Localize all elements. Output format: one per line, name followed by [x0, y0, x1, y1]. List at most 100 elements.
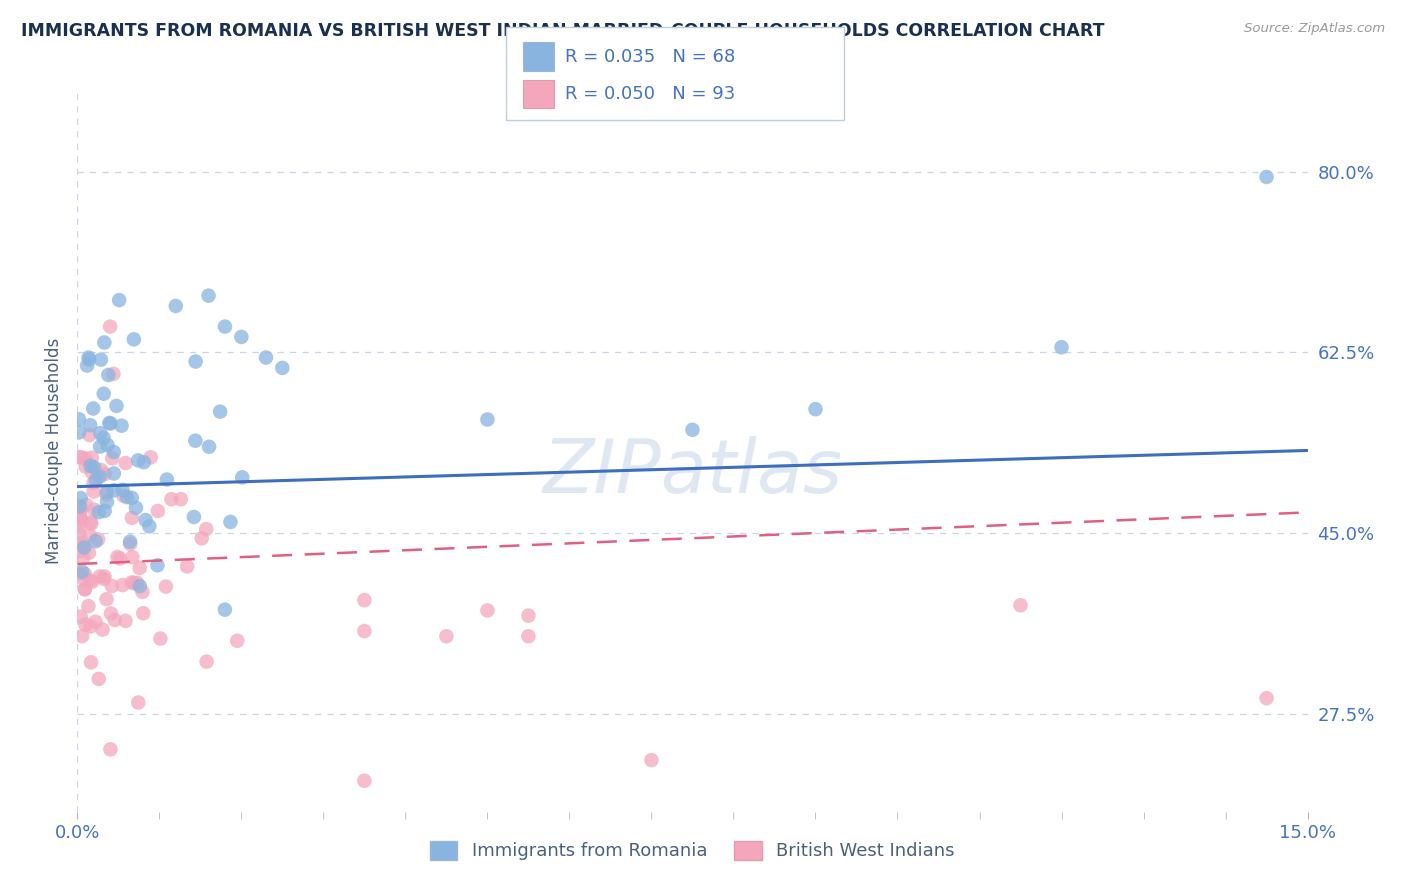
- Point: [80, 515, 103, 529]
- Text: Source: ZipAtlas.com: Source: ZipAtlas.com: [1244, 22, 1385, 36]
- Point: [127, 696, 149, 710]
- Point: [79, 418, 101, 433]
- Point: [114, 614, 136, 628]
- Point: [70, 629, 93, 643]
- Point: [135, 513, 157, 527]
- Point: [67, 450, 90, 465]
- Point: [682, 423, 704, 437]
- Point: [75, 617, 97, 632]
- Text: ZIPatlas: ZIPatlas: [543, 436, 842, 508]
- Point: [70, 514, 93, 528]
- Point: [132, 606, 155, 620]
- Point: [353, 624, 375, 639]
- Point: [83, 484, 105, 499]
- Point: [103, 483, 125, 498]
- Point: [69, 566, 91, 581]
- Point: [80, 516, 103, 531]
- Point: [149, 632, 172, 646]
- Point: [127, 575, 149, 590]
- Point: [184, 434, 207, 448]
- Point: [1010, 599, 1032, 613]
- Point: [219, 515, 242, 529]
- Text: R = 0.050   N = 93: R = 0.050 N = 93: [565, 86, 735, 103]
- Point: [93, 572, 115, 586]
- Point: [271, 360, 294, 375]
- Point: [146, 558, 169, 573]
- Text: R = 0.035   N = 68: R = 0.035 N = 68: [565, 48, 735, 66]
- Point: [226, 633, 249, 648]
- Point: [183, 510, 205, 524]
- Point: [122, 332, 145, 346]
- Point: [1050, 340, 1073, 354]
- Point: [214, 602, 236, 616]
- Point: [176, 559, 198, 574]
- Point: [209, 404, 232, 418]
- Point: [77, 546, 100, 560]
- Point: [70, 535, 93, 549]
- Point: [231, 470, 253, 484]
- Point: [67, 412, 90, 426]
- Point: [100, 742, 122, 756]
- Point: [69, 500, 91, 514]
- Point: [77, 352, 100, 367]
- Point: [90, 463, 112, 477]
- Point: [195, 655, 218, 669]
- Point: [80, 656, 103, 670]
- Point: [69, 511, 91, 525]
- Point: [804, 402, 827, 417]
- Point: [73, 541, 96, 555]
- Point: [120, 537, 142, 551]
- Point: [517, 608, 540, 623]
- Point: [70, 450, 93, 465]
- Point: [79, 428, 101, 442]
- Point: [139, 450, 162, 465]
- Point: [477, 412, 499, 426]
- Point: [112, 489, 135, 503]
- Point: [138, 519, 160, 533]
- Point: [103, 445, 125, 459]
- Point: [87, 672, 110, 686]
- Point: [98, 319, 121, 334]
- Y-axis label: Married-couple Households: Married-couple Households: [45, 337, 63, 564]
- Point: [79, 574, 101, 588]
- Point: [70, 565, 93, 579]
- Point: [108, 293, 131, 307]
- Point: [190, 531, 212, 545]
- Point: [121, 491, 143, 505]
- Point: [105, 399, 128, 413]
- Point: [76, 359, 98, 373]
- Point: [353, 593, 375, 607]
- Point: [69, 519, 91, 533]
- Point: [87, 505, 110, 519]
- Point: [214, 319, 236, 334]
- Point: [155, 580, 177, 594]
- Point: [254, 351, 277, 365]
- Point: [89, 569, 111, 583]
- Point: [75, 459, 97, 474]
- Point: [80, 465, 103, 479]
- Point: [111, 483, 134, 497]
- Point: [103, 367, 125, 381]
- Point: [84, 473, 107, 487]
- Point: [84, 534, 107, 549]
- Point: [83, 460, 105, 475]
- Point: [93, 504, 115, 518]
- Point: [96, 484, 118, 499]
- Point: [170, 492, 193, 507]
- Point: [165, 299, 187, 313]
- Point: [110, 418, 132, 433]
- Point: [79, 458, 101, 473]
- Point: [69, 491, 91, 505]
- Point: [118, 534, 141, 549]
- Point: [195, 522, 218, 536]
- Point: [1256, 169, 1278, 184]
- Point: [156, 473, 179, 487]
- Point: [115, 490, 138, 504]
- Point: [121, 575, 143, 590]
- Point: [96, 592, 118, 607]
- Point: [67, 544, 90, 558]
- Point: [83, 502, 105, 516]
- Point: [69, 609, 91, 624]
- Point: [436, 629, 458, 643]
- Point: [125, 500, 148, 515]
